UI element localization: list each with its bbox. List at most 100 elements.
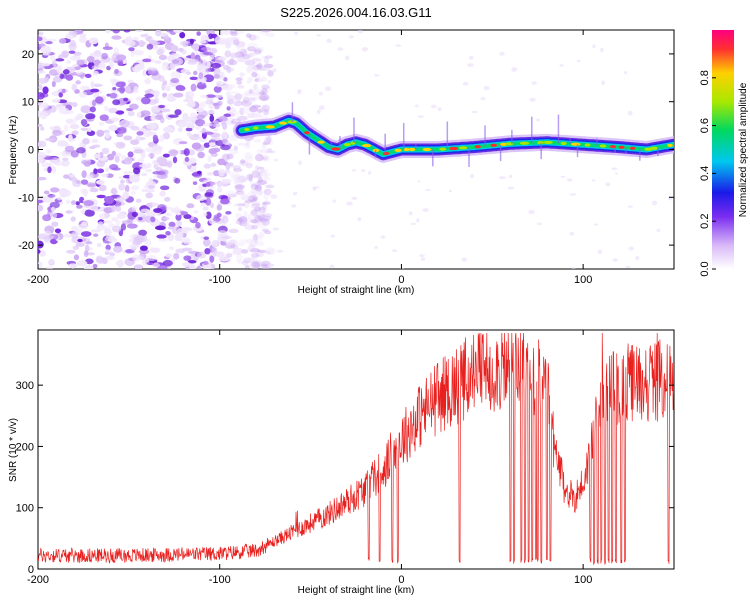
snr-y-label: SNR (10 * v/v) — [8, 418, 19, 482]
noise-blob — [241, 105, 252, 114]
colorbar-tick-label: 0.0 — [699, 261, 711, 276]
noise-blob — [49, 187, 60, 193]
noise-blob — [368, 170, 372, 176]
noise-blob — [154, 114, 163, 120]
snr-series-line — [38, 333, 674, 566]
noise-blob — [259, 154, 270, 161]
noise-blob — [96, 160, 105, 168]
noise-blob — [51, 98, 61, 103]
noise-blob — [498, 176, 506, 180]
noise-blob — [227, 193, 234, 198]
noise-blob — [227, 239, 238, 245]
noise-blob — [184, 156, 190, 163]
noise-blob — [174, 206, 180, 213]
noise-blob — [130, 190, 136, 196]
noise-blob — [236, 188, 246, 193]
noise-blob — [52, 59, 57, 67]
noise-blob — [239, 239, 248, 243]
noise-blob — [201, 127, 207, 134]
noise-blob — [56, 103, 64, 111]
noise-blob — [346, 201, 353, 206]
noise-blob — [164, 216, 170, 221]
noise-blob — [422, 208, 429, 212]
noise-blob — [120, 223, 127, 231]
noise-blob — [40, 111, 48, 120]
noise-blob — [258, 95, 264, 101]
noise-blob — [46, 266, 54, 269]
noise-blob — [244, 265, 250, 269]
ridge-peak — [265, 125, 275, 129]
noise-blob — [417, 115, 424, 118]
spectrogram-noise — [38, 30, 673, 269]
noise-blob — [651, 200, 658, 206]
noise-blob — [38, 92, 45, 100]
noise-blob — [232, 37, 241, 43]
noise-blob — [267, 79, 272, 84]
noise-blob — [256, 78, 264, 83]
noise-blob — [418, 254, 425, 258]
noise-blob — [175, 213, 182, 221]
noise-blob — [233, 39, 240, 46]
noise-blob — [252, 259, 263, 267]
noise-blob — [202, 122, 213, 127]
noise-blob — [208, 142, 216, 147]
noise-blob — [78, 91, 88, 98]
noise-blob — [124, 156, 133, 165]
noise-blob — [213, 128, 219, 132]
noise-blob — [239, 58, 246, 63]
y-tick-label: 0 — [28, 564, 34, 576]
noise-blob — [601, 80, 606, 86]
noise-blob — [248, 105, 258, 113]
noise-blob — [511, 67, 518, 72]
noise-blob — [361, 47, 369, 52]
noise-blob — [258, 30, 269, 35]
noise-blob — [205, 197, 212, 206]
noise-blob — [235, 41, 246, 48]
noise-blob — [272, 68, 277, 73]
noise-blob — [182, 40, 189, 48]
noise-blob — [247, 97, 256, 101]
noise-blob — [605, 182, 611, 187]
spectrogram-y-label: Frequency (Hz) — [8, 116, 19, 185]
noise-blob — [244, 199, 253, 204]
noise-blob — [202, 260, 209, 266]
noise-blob — [256, 210, 264, 217]
noise-blob — [151, 113, 157, 122]
noise-blob — [142, 69, 147, 77]
noise-blob — [217, 158, 226, 166]
noise-blob — [83, 200, 95, 207]
noise-blob — [244, 151, 253, 160]
noise-blob — [254, 240, 265, 247]
noise-blob — [226, 106, 231, 111]
noise-blob — [133, 49, 144, 56]
colorbar-tick-label: 0.8 — [699, 70, 711, 85]
noise-blob — [86, 241, 93, 245]
noise-blob — [259, 76, 267, 82]
noise-blob — [111, 204, 116, 213]
noise-blob — [213, 214, 220, 219]
noise-blob — [102, 46, 113, 51]
x-tick-label: -100 — [209, 274, 231, 286]
noise-blob — [239, 160, 249, 167]
noise-blob — [260, 169, 266, 173]
noise-blob — [129, 139, 140, 145]
noise-blob — [79, 33, 87, 38]
noise-blob — [240, 194, 250, 201]
noise-blob — [264, 230, 272, 235]
noise-blob — [592, 44, 596, 49]
noise-blob — [47, 166, 52, 174]
noise-blob — [43, 76, 49, 83]
noise-blob — [228, 228, 239, 234]
noise-blob — [179, 237, 191, 243]
noise-blob — [203, 142, 210, 148]
noise-blob — [220, 120, 226, 126]
noise-blob — [49, 201, 60, 209]
noise-blob — [42, 214, 52, 222]
noise-blob — [213, 67, 221, 76]
noise-blob — [71, 83, 78, 92]
noise-blob — [91, 138, 99, 144]
noise-blob — [252, 52, 261, 56]
noise-blob — [170, 71, 182, 79]
noise-blob — [76, 204, 83, 209]
noise-blob — [240, 193, 249, 201]
